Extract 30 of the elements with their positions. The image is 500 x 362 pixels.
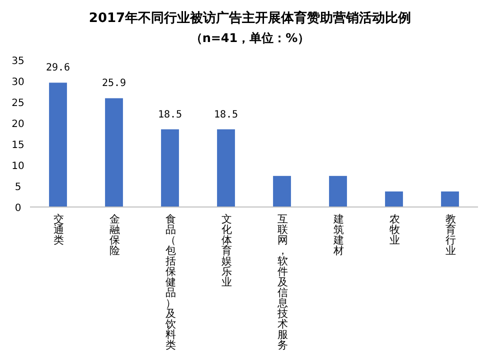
category-label: 教育行业 — [446, 214, 456, 257]
y-tick-label: 30 — [12, 77, 24, 88]
bar — [329, 176, 347, 207]
category-label: 金融保险 — [110, 214, 120, 257]
bar — [441, 191, 459, 207]
y-tick-label: 0 — [14, 203, 22, 214]
category-label: 食品（包括保健品）及饮料类 — [166, 214, 176, 352]
y-tick-label: 5 — [14, 182, 22, 193]
category-label: 互联网，软件及信息技术服务 — [278, 214, 288, 352]
y-tick-label: 25 — [12, 98, 24, 109]
bar — [385, 191, 403, 207]
data-label: 29.6 — [46, 62, 70, 74]
y-tick-label: 10 — [12, 161, 24, 172]
y-tick-label: 15 — [12, 140, 24, 151]
y-tick-label: 20 — [12, 119, 24, 130]
category-label: 建筑建材 — [334, 214, 344, 257]
bar — [217, 129, 235, 207]
y-tick-label: 35 — [12, 56, 24, 67]
chart-title: 2017年不同行业被访广告主开展体育赞助营销活动比例 — [88, 10, 412, 26]
bar — [105, 98, 123, 207]
bar — [49, 82, 67, 207]
category-label: 交通类 — [54, 214, 64, 246]
data-label: 18.5 — [158, 109, 182, 120]
category-label: 农牧业 — [390, 214, 400, 246]
data-label: 25.9 — [102, 78, 126, 90]
bar — [273, 176, 291, 207]
chart-subtitle: （n=41，单位：%） — [190, 31, 310, 45]
bar — [161, 129, 179, 207]
data-label: 18.5 — [214, 109, 238, 120]
category-label: 文化体育娱乐业 — [222, 214, 232, 288]
